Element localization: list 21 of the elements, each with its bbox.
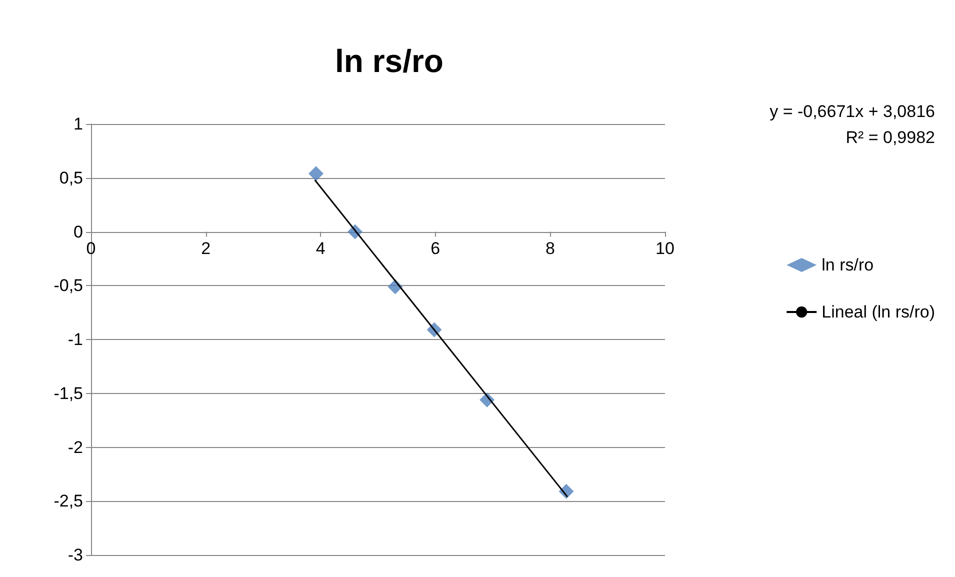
text: y = -0,6671x + 3,0816 [770, 102, 936, 121]
legend-label: ln rs/ro [822, 256, 874, 274]
y-tick-label: 0 [74, 222, 83, 242]
y-tick-label: -1,5 [54, 384, 83, 403]
x-tick-label: 2 [201, 238, 211, 258]
x-tick-label: 8 [545, 238, 555, 258]
x-tick-label: 0 [86, 238, 96, 258]
y-tick-label: -2,5 [54, 492, 83, 511]
y-tick-label: -2 [68, 438, 83, 457]
point [308, 166, 324, 182]
x-tick-label: 6 [430, 238, 440, 258]
y-tick-label: -3 [68, 546, 83, 564]
y-tick-label: 1 [74, 114, 83, 134]
chart-title: ln rs/ro [335, 43, 444, 79]
y-tick-label: 0,5 [59, 168, 83, 188]
legend-label: Lineal (ln rs/ro) [822, 302, 936, 322]
y-tick-label: -1 [68, 330, 83, 349]
y-tick-label: -0,5 [54, 276, 83, 296]
x-tick-label: 4 [316, 238, 326, 258]
x-tick-label: 10 [656, 238, 674, 258]
text: R² = 0,9982 [846, 128, 936, 147]
